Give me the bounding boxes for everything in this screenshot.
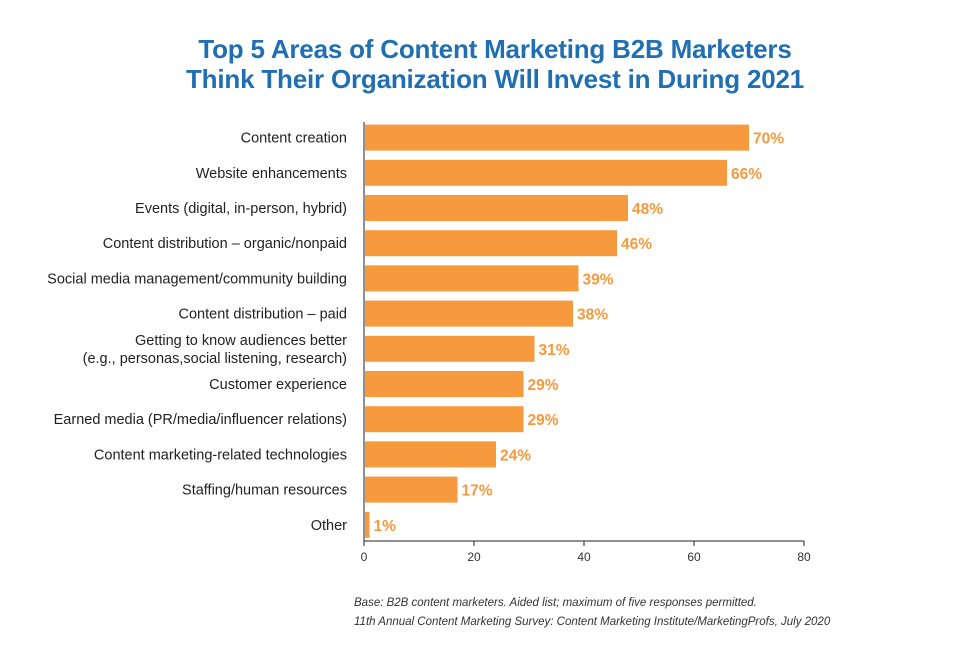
value-label: 39% bbox=[583, 271, 614, 288]
x-tick-label: 80 bbox=[797, 550, 811, 564]
value-label: 29% bbox=[528, 377, 559, 394]
category-label: Customer experience bbox=[209, 377, 347, 393]
category-label: Other bbox=[311, 518, 347, 534]
category-label: Content marketing-related technologies bbox=[94, 447, 347, 463]
value-label: 29% bbox=[528, 412, 559, 429]
x-tick-label: 40 bbox=[577, 550, 591, 564]
value-label: 46% bbox=[621, 236, 652, 253]
footnote-base: Base: B2B content marketers. Aided list;… bbox=[354, 597, 757, 609]
chart-title: Top 5 Areas of Content Marketing B2B Mar… bbox=[0, 34, 960, 94]
category-label: Website enhancements bbox=[196, 166, 347, 182]
chart-title-line-2: Think Their Organization Will Invest in … bbox=[186, 64, 804, 94]
bar bbox=[365, 230, 617, 257]
bar bbox=[365, 441, 496, 468]
category-label: Content distribution – paid bbox=[179, 307, 347, 323]
value-label: 48% bbox=[632, 201, 663, 218]
bar bbox=[365, 300, 573, 327]
value-label: 1% bbox=[374, 518, 397, 535]
category-label: Content creation bbox=[241, 131, 347, 147]
bar bbox=[365, 124, 749, 151]
value-label: 24% bbox=[500, 447, 531, 464]
chart-title-line-1: Top 5 Areas of Content Marketing B2B Mar… bbox=[198, 34, 792, 64]
category-label: Events (digital, in-person, hybrid) bbox=[135, 201, 347, 217]
category-label: (e.g., personas,social listening, resear… bbox=[83, 351, 347, 367]
x-tick-label: 60 bbox=[687, 550, 701, 564]
value-label: 31% bbox=[539, 342, 570, 359]
bar bbox=[365, 476, 458, 503]
footnote-source: 11th Annual Content Marketing Survey: Co… bbox=[354, 616, 831, 628]
bar bbox=[365, 265, 579, 292]
category-label: Staffing/human resources bbox=[182, 483, 347, 499]
category-label: Content distribution – organic/nonpaid bbox=[103, 236, 347, 252]
value-label: 17% bbox=[462, 483, 493, 500]
x-tick-label: 0 bbox=[361, 550, 368, 564]
category-label: Getting to know audiences better bbox=[135, 333, 347, 349]
bar bbox=[365, 159, 727, 186]
value-label: 38% bbox=[577, 307, 608, 324]
category-label: Social media management/community buildi… bbox=[47, 271, 347, 287]
bar bbox=[365, 195, 628, 221]
bar bbox=[365, 335, 535, 362]
x-tick-label: 20 bbox=[467, 550, 481, 564]
bar bbox=[365, 511, 370, 538]
bar bbox=[365, 406, 524, 433]
value-label: 70% bbox=[753, 131, 784, 148]
value-label: 66% bbox=[731, 166, 762, 183]
chart-footnote: Base: B2B content marketers. Aided list;… bbox=[354, 594, 830, 632]
bar bbox=[365, 371, 524, 397]
category-label: Earned media (PR/media/influencer relati… bbox=[54, 412, 347, 428]
